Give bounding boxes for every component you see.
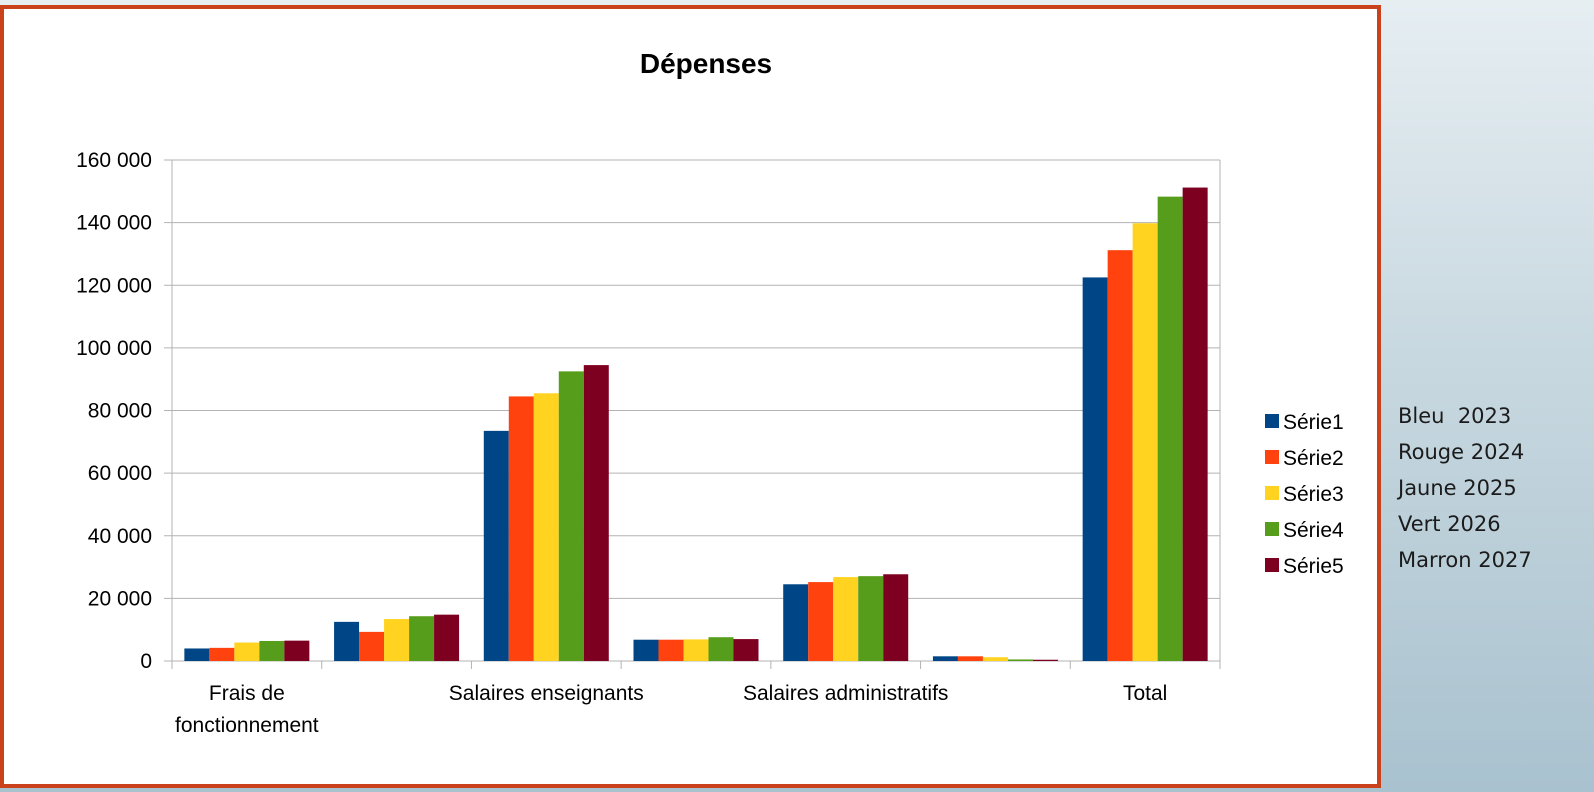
bar-series4-cat7 [1157, 196, 1183, 661]
bar-series2-cat7 [1107, 250, 1133, 661]
chart-svg: Dépenses 0 20 000 40 000 60 000 80 000 100 00… [76, 48, 1344, 737]
bar-series1-cat7 [1082, 277, 1108, 661]
bar-series5-cat4 [733, 639, 759, 661]
bar-series4-cat2 [409, 616, 435, 661]
x-category-label: Frais de [209, 682, 285, 705]
legend: Série1 Série2 Série3 Série4 Série5 [1265, 411, 1344, 578]
bar-series5-cat3 [583, 365, 609, 661]
bars-layer [184, 187, 1208, 661]
legend-label: Série5 [1283, 555, 1344, 578]
bar-series5-cat7 [1182, 187, 1208, 661]
chart-frame: Dépenses 0 20 000 40 000 60 000 80 000 100 00… [0, 5, 1381, 788]
x-category-label: fonctionnement [175, 714, 319, 737]
bar-series1-cat5 [783, 584, 809, 661]
note-line: Marron 2027 [1398, 548, 1532, 572]
bar-series5-cat5 [883, 574, 909, 661]
bar-series2-cat4 [658, 639, 684, 661]
bar-series1-cat4 [633, 639, 659, 661]
bar-series2-cat2 [359, 631, 385, 661]
bar-series3-cat3 [533, 393, 559, 661]
legend-label: Série1 [1283, 411, 1344, 434]
bar-series5-cat2 [434, 614, 460, 661]
grid-lines [172, 159, 1221, 662]
legend-label: Série3 [1283, 483, 1344, 506]
note-line: Jaune 2025 [1398, 476, 1517, 500]
bar-series4-cat3 [558, 371, 584, 661]
bar-series1-cat2 [334, 621, 360, 661]
bar-series4-cat6 [1007, 659, 1033, 661]
note-line: Bleu 2023 [1398, 404, 1512, 428]
y-tick-label: 20 000 [88, 587, 152, 610]
bar-series5-cat6 [1032, 659, 1058, 661]
bar-series2-cat3 [508, 396, 534, 661]
bar-series4-cat5 [858, 576, 884, 661]
legend-label: Série2 [1283, 447, 1344, 470]
y-tick-label: 60 000 [88, 462, 152, 485]
bar-series2-cat5 [808, 582, 834, 661]
bar-series1-cat6 [932, 656, 958, 661]
bar-series3-cat4 [683, 639, 709, 661]
legend-swatch [1265, 486, 1279, 500]
y-tick-label: 160 000 [76, 149, 152, 172]
bar-series3-cat5 [833, 577, 859, 661]
bar-series3-cat6 [982, 657, 1008, 661]
bar-series1-cat1 [184, 648, 210, 661]
legend-swatch [1265, 558, 1279, 572]
bar-series5-cat1 [284, 640, 310, 661]
y-tick-label: 140 000 [76, 212, 152, 235]
legend-label: Série4 [1283, 519, 1344, 542]
side-note: Bleu 2023 Rouge 2024 Jaune 2025 Vert 202… [1398, 398, 1588, 578]
note-line: Rouge 2024 [1398, 440, 1525, 464]
note-line: Vert 2026 [1398, 512, 1501, 536]
legend-swatch [1265, 450, 1279, 464]
legend-swatch [1265, 414, 1279, 428]
bar-series3-cat7 [1132, 223, 1158, 661]
y-tick-label: 0 [140, 650, 152, 673]
x-category-label: Salaires enseignants [449, 682, 644, 705]
bar-series2-cat1 [209, 647, 235, 661]
bar-series1-cat3 [483, 430, 509, 661]
y-tick-label: 80 000 [88, 400, 152, 423]
y-tick-label: 40 000 [88, 525, 152, 548]
bar-series3-cat1 [234, 642, 260, 661]
bar-series2-cat6 [957, 656, 983, 661]
legend-swatch [1265, 522, 1279, 536]
bar-series4-cat4 [708, 637, 734, 661]
y-tick-label: 100 000 [76, 337, 152, 360]
y-tick-label: 120 000 [76, 274, 152, 297]
chart-title: Dépenses [640, 48, 772, 79]
axes: 0 20 000 40 000 60 000 80 000 100 000 120 000 1… [76, 149, 1221, 737]
x-category-label: Salaires administratifs [743, 682, 948, 705]
x-category-label: Total [1123, 682, 1167, 705]
bar-series3-cat2 [384, 619, 410, 661]
bar-series4-cat1 [259, 640, 285, 661]
